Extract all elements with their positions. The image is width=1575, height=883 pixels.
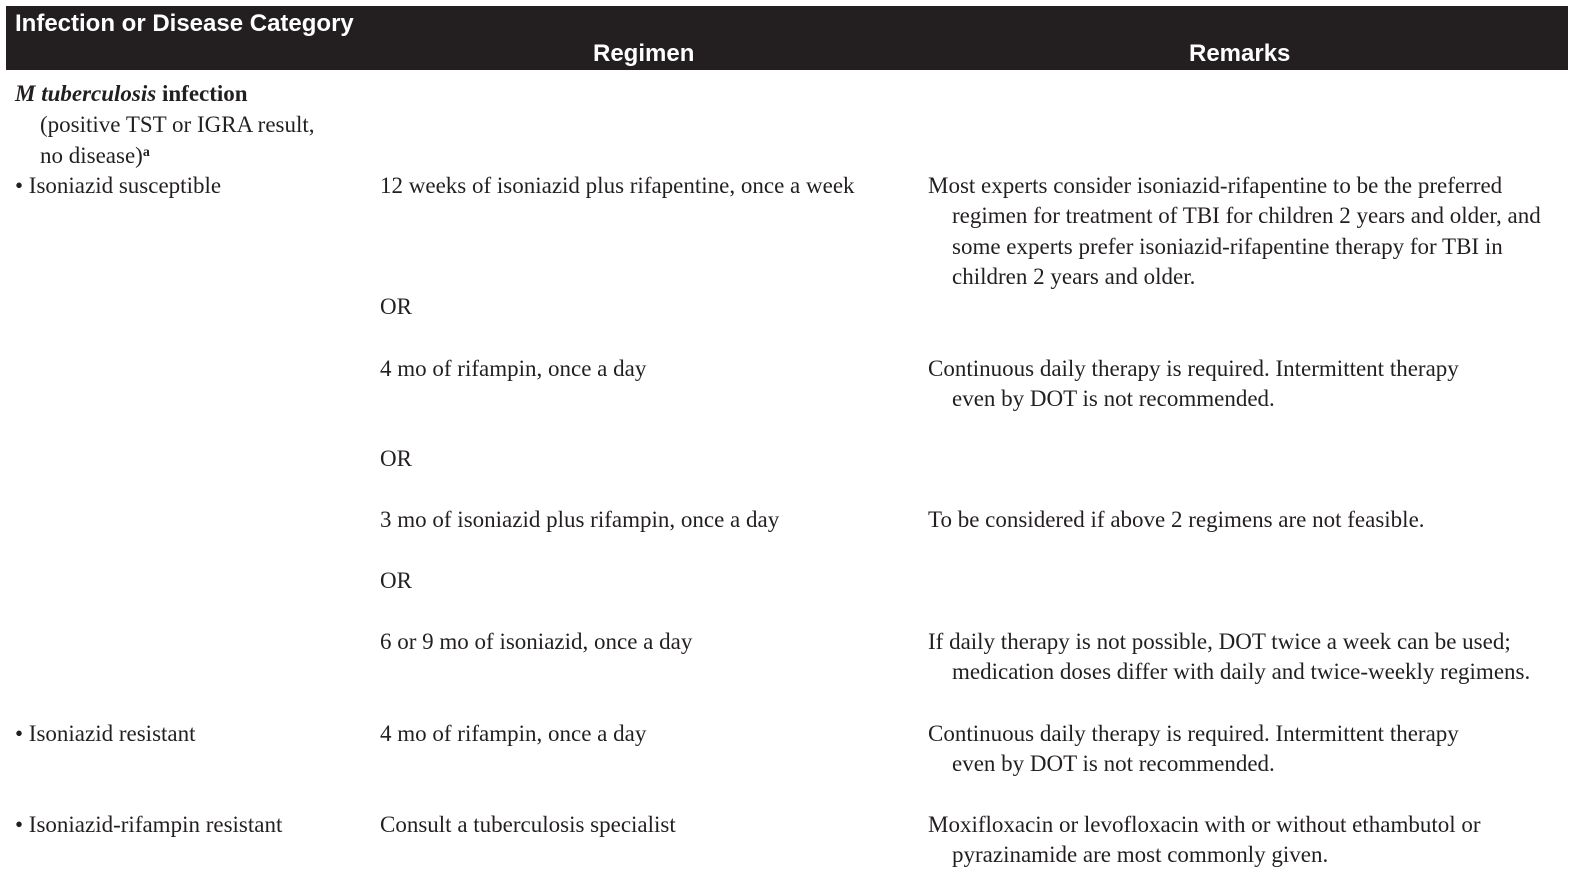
section-title: M tuberculosis infection xyxy=(15,79,248,109)
remark-first-line: Most experts consider isoniazid-rifapent… xyxy=(928,173,1503,198)
remark-first-line: Continuous daily therapy is required. In… xyxy=(928,356,1459,381)
section-title-rest: infection xyxy=(156,81,248,106)
row-regimen: 6 or 9 mo of isoniazid, once a day xyxy=(380,629,693,654)
row-category: • Isoniazid resistant xyxy=(15,721,196,746)
remark-continuation: pyrazinamide are most commonly given. xyxy=(952,842,1329,868)
header-regimen: Regimen xyxy=(593,40,695,67)
row-regimen: 4 mo of rifampin, once a day xyxy=(380,356,647,381)
remark-first-line: Continuous daily therapy is required. In… xyxy=(928,721,1459,746)
remark-first-line: Moxifloxacin or levofloxacin with or wit… xyxy=(928,812,1481,837)
table-header: Infection or Disease Category Regimen Re… xyxy=(6,6,1568,70)
row-remark: Continuous daily therapy is required. In… xyxy=(928,354,1568,415)
or-separator: OR xyxy=(380,568,412,593)
footnote-marker: a xyxy=(142,145,150,160)
remark-continuation: medication doses differ with daily and t… xyxy=(952,659,1531,685)
row-remark: Continuous daily therapy is required. In… xyxy=(928,719,1568,780)
remark-continuation: even by DOT is not recommended. xyxy=(952,386,1275,412)
remark-first-line: To be considered if above 2 regimens are… xyxy=(928,507,1425,532)
row-remark: If daily therapy is not possible, DOT tw… xyxy=(928,627,1568,688)
or-separator: OR xyxy=(380,294,412,319)
remark-continuation: even by DOT is not recommended. xyxy=(952,751,1275,777)
row-category: • Isoniazid susceptible xyxy=(15,173,222,198)
section-note-text: no disease) xyxy=(40,143,143,168)
row-remark: Most experts consider isoniazid-rifapent… xyxy=(928,171,1568,292)
section-title-italic: M tuberculosis xyxy=(15,81,157,106)
remark-continuation: regimen for treatment of TBI for childre… xyxy=(952,203,1541,289)
or-separator: OR xyxy=(380,446,412,471)
header-remarks: Remarks xyxy=(1189,40,1291,67)
remark-first-line: If daily therapy is not possible, DOT tw… xyxy=(928,629,1511,654)
header-category: Infection or Disease Category xyxy=(15,10,354,37)
section-note-line2: no disease)a xyxy=(40,141,150,171)
row-category: • Isoniazid-rifampin resistant xyxy=(15,812,283,837)
row-regimen: 3 mo of isoniazid plus rifampin, once a … xyxy=(380,507,780,532)
row-regimen: 4 mo of rifampin, once a day xyxy=(380,721,647,746)
row-remark: Moxifloxacin or levofloxacin with or wit… xyxy=(928,810,1568,871)
section-note-line1: (positive TST or IGRA result, xyxy=(40,112,315,137)
row-regimen: Consult a tuberculosis specialist xyxy=(380,812,676,837)
row-remark: To be considered if above 2 regimens are… xyxy=(928,505,1568,535)
row-regimen: 12 weeks of isoniazid plus rifapentine, … xyxy=(380,173,855,198)
